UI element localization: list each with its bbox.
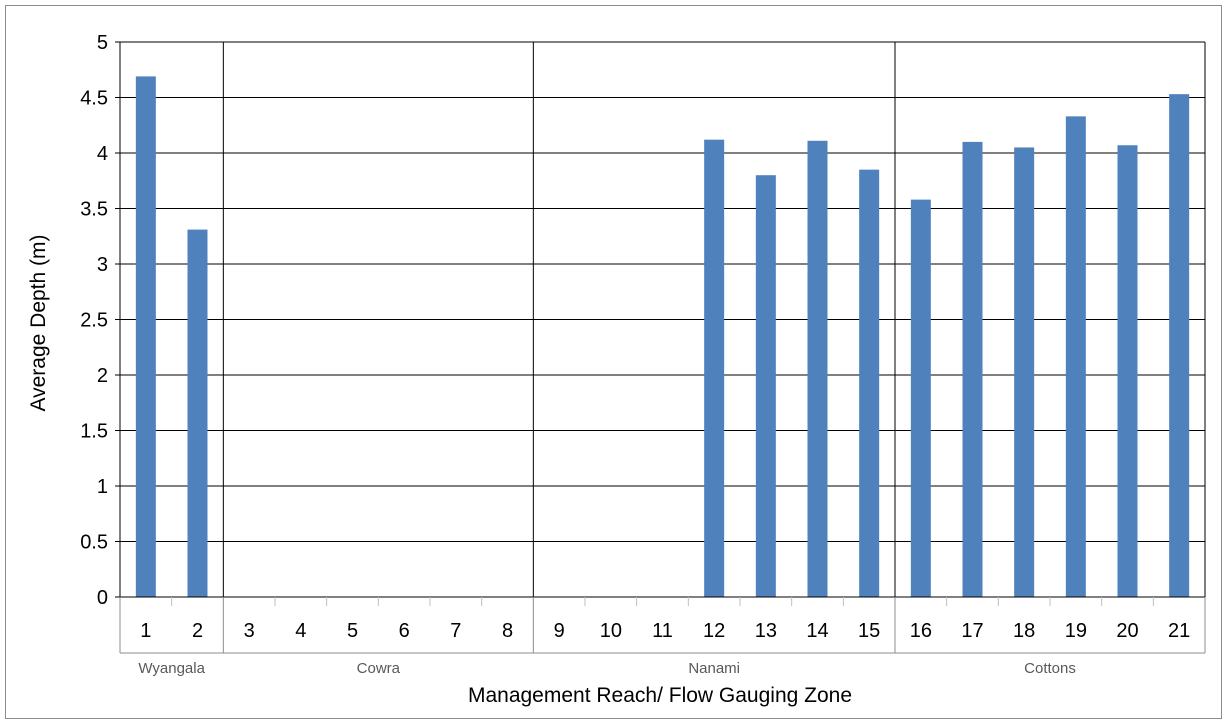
y-tick-label: 4.5 bbox=[80, 88, 108, 110]
x-tick-label: 13 bbox=[755, 620, 777, 642]
bar bbox=[755, 175, 776, 597]
x-tick-label: 6 bbox=[399, 620, 410, 642]
bar bbox=[187, 229, 208, 597]
group-label: Cottons bbox=[1024, 660, 1076, 677]
x-tick-label: 15 bbox=[858, 620, 880, 642]
bar bbox=[704, 139, 725, 597]
x-tick-label: 12 bbox=[703, 620, 725, 642]
x-tick-labels: 1 2 3 4 5 6 7 8 9 10 11 12 13 14 15 16 17 18 19 20 21 bbox=[140, 620, 1190, 642]
y-tick-label: 4 bbox=[97, 143, 108, 165]
x-tick-label: 19 bbox=[1065, 620, 1087, 642]
x-tick-label: 4 bbox=[295, 620, 306, 642]
x-tick-label: 20 bbox=[1116, 620, 1138, 642]
y-tick-label: 1 bbox=[97, 476, 108, 498]
bar bbox=[807, 140, 828, 598]
axes bbox=[115, 41, 1206, 654]
y-tick-label: 5 bbox=[97, 32, 108, 54]
bar bbox=[135, 76, 156, 597]
x-tick-label: 9 bbox=[554, 620, 565, 642]
x-tick-label: 8 bbox=[502, 620, 513, 642]
x-axis-label: Management Reach/ Flow Gauging Zone bbox=[468, 684, 852, 707]
bar bbox=[1117, 145, 1138, 598]
x-tick-label: 5 bbox=[347, 620, 358, 642]
y-tick-label: 2 bbox=[97, 365, 108, 387]
x-tick-label: 7 bbox=[450, 620, 461, 642]
group-label: Wyangala bbox=[138, 660, 205, 677]
x-tick-label: 14 bbox=[806, 620, 828, 642]
x-tick-label: 21 bbox=[1168, 620, 1190, 642]
bars bbox=[135, 76, 1190, 598]
y-tick-label: 3 bbox=[97, 254, 108, 276]
bar bbox=[1065, 116, 1086, 598]
x-tick-label: 3 bbox=[244, 620, 255, 642]
gridlines bbox=[120, 41, 1206, 597]
x-tick-label: 11 bbox=[652, 620, 673, 642]
y-tick-label: 1.5 bbox=[80, 421, 108, 443]
bar bbox=[962, 141, 983, 597]
group-labels: Wyangala Cowra Nanami Cottons bbox=[138, 660, 1075, 677]
y-tick-label: 0.5 bbox=[80, 532, 108, 554]
x-tick-label: 16 bbox=[910, 620, 932, 642]
y-tick-label: 3.5 bbox=[80, 199, 108, 221]
group-label: Nanami bbox=[688, 660, 740, 677]
x-tick-label: 10 bbox=[600, 620, 622, 642]
x-tick-label: 17 bbox=[961, 620, 983, 642]
x-tick-label: 1 bbox=[140, 620, 151, 642]
y-axis-label: Average Depth (m) bbox=[27, 234, 50, 411]
bar bbox=[859, 169, 880, 597]
bar bbox=[1014, 147, 1035, 597]
bar bbox=[1169, 94, 1190, 598]
y-tick-labels: 0 0.5 1 1.5 2 2.5 3 3.5 4 4.5 5 bbox=[80, 32, 108, 609]
x-tick-label: 18 bbox=[1013, 620, 1035, 642]
y-tick-label: 2.5 bbox=[80, 310, 108, 332]
bar bbox=[910, 199, 931, 597]
y-tick-label: 0 bbox=[97, 587, 108, 609]
group-label: Cowra bbox=[357, 660, 401, 677]
x-tick-label: 2 bbox=[192, 620, 203, 642]
